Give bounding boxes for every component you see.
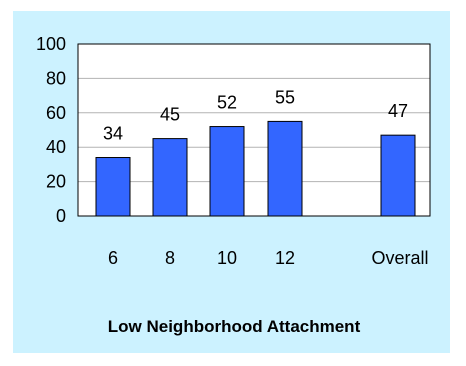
category-label: 12	[275, 248, 295, 268]
category-label: Overall	[371, 248, 428, 268]
data-label: 34	[103, 124, 123, 144]
bar-12	[267, 120, 303, 217]
chart-title: Low Neighborhood Attachment	[108, 317, 361, 336]
y-axis-ticks: 0 20 40 60 80 100	[36, 34, 66, 226]
category-label: 8	[165, 248, 175, 268]
category-labels: 6 8 10 12 Overall	[108, 248, 429, 268]
y-tick-label: 0	[56, 206, 66, 226]
y-tick-label: 40	[46, 137, 66, 157]
bar-10	[209, 126, 245, 217]
gridlines	[78, 77, 430, 183]
bar-6	[95, 157, 131, 217]
category-label: 10	[217, 248, 237, 268]
y-tick-label: 80	[46, 68, 66, 88]
plot-border	[77, 43, 431, 217]
bar-overall	[380, 134, 416, 217]
y-tick-label: 100	[36, 34, 66, 54]
category-label: 6	[108, 248, 118, 268]
data-label: 45	[160, 105, 180, 125]
data-labels: 34 45 52 55 47	[103, 87, 408, 143]
bar-8	[152, 138, 188, 217]
data-label: 47	[388, 101, 408, 121]
y-tick-label: 20	[46, 172, 66, 192]
data-label: 52	[217, 93, 237, 113]
y-tick-label: 60	[46, 103, 66, 123]
data-label: 55	[275, 87, 295, 107]
plot-area	[77, 43, 431, 217]
bars	[95, 120, 416, 217]
